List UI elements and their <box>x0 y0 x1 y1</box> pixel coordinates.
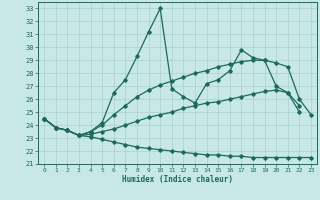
X-axis label: Humidex (Indice chaleur): Humidex (Indice chaleur) <box>122 175 233 184</box>
